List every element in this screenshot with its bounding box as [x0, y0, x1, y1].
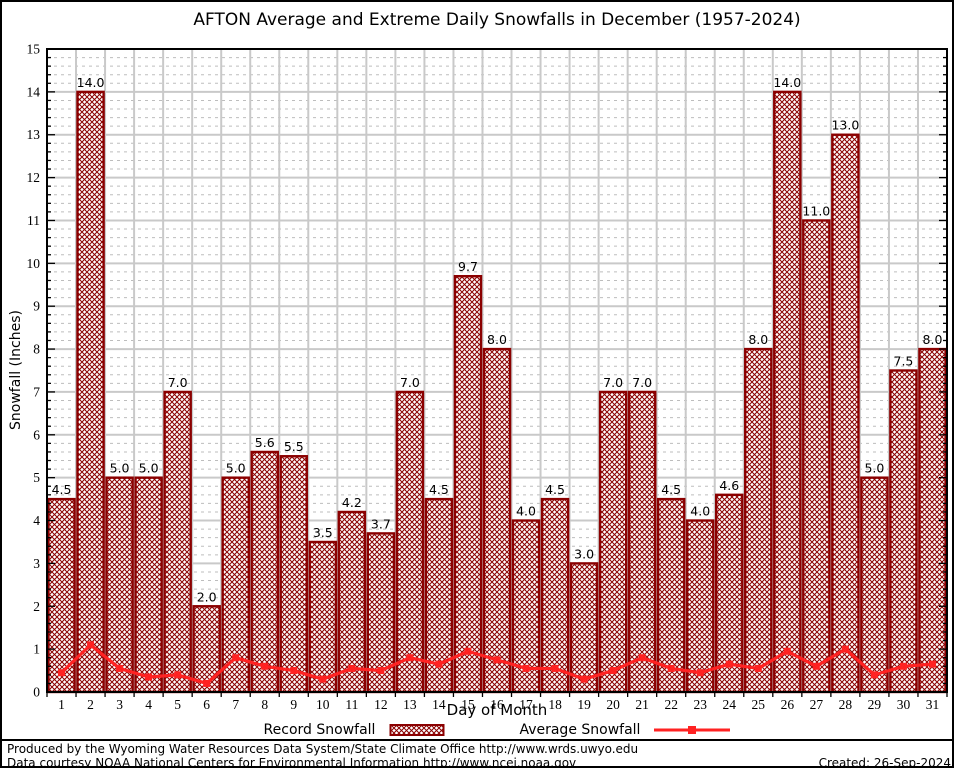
svg-text:29: 29: [868, 697, 882, 712]
svg-text:7.0: 7.0: [632, 375, 652, 390]
svg-text:4.6: 4.6: [719, 478, 739, 493]
svg-text:9.7: 9.7: [458, 259, 478, 274]
svg-text:4.5: 4.5: [52, 482, 72, 497]
svg-text:13: 13: [403, 697, 417, 712]
svg-text:3: 3: [116, 697, 123, 712]
svg-text:1: 1: [58, 697, 65, 712]
chart-legend: Record Snowfall Average Snowfall: [47, 722, 947, 738]
svg-text:4.0: 4.0: [690, 504, 710, 519]
svg-text:4.2: 4.2: [342, 495, 362, 510]
svg-text:7.0: 7.0: [168, 375, 188, 390]
svg-text:11.0: 11.0: [802, 203, 830, 218]
svg-text:2.0: 2.0: [197, 589, 217, 604]
svg-text:0: 0: [33, 685, 40, 700]
svg-text:7: 7: [232, 697, 239, 712]
svg-text:7.0: 7.0: [400, 375, 420, 390]
svg-text:9: 9: [33, 299, 40, 314]
svg-text:14.0: 14.0: [773, 75, 801, 90]
svg-text:3: 3: [33, 556, 40, 571]
svg-text:2: 2: [87, 697, 94, 712]
svg-text:4: 4: [145, 697, 152, 712]
svg-text:2: 2: [33, 599, 40, 614]
svg-text:5.0: 5.0: [226, 461, 246, 476]
svg-text:14.0: 14.0: [77, 75, 105, 90]
svg-text:5.0: 5.0: [139, 461, 159, 476]
svg-text:13: 13: [27, 127, 41, 142]
svg-text:16: 16: [490, 697, 504, 712]
svg-text:9: 9: [290, 697, 297, 712]
svg-text:4.5: 4.5: [429, 482, 449, 497]
svg-text:28: 28: [839, 697, 853, 712]
svg-text:31: 31: [926, 697, 940, 712]
svg-text:18: 18: [548, 697, 562, 712]
svg-text:7: 7: [33, 384, 40, 399]
svg-text:12: 12: [27, 170, 41, 185]
svg-text:4.0: 4.0: [516, 504, 536, 519]
svg-text:7.5: 7.5: [894, 354, 914, 369]
legend-record-label: Record Snowfall: [263, 722, 376, 738]
svg-text:14: 14: [432, 697, 446, 712]
svg-text:3.7: 3.7: [371, 516, 391, 531]
svg-text:10: 10: [27, 256, 41, 271]
footer-created-date: Created: 26-Sep-2024: [818, 756, 951, 768]
svg-text:5.0: 5.0: [864, 461, 884, 476]
svg-text:10: 10: [316, 697, 330, 712]
svg-text:27: 27: [810, 697, 824, 712]
svg-text:26: 26: [781, 697, 795, 712]
svg-text:12: 12: [374, 697, 388, 712]
svg-text:23: 23: [693, 697, 707, 712]
svg-text:24: 24: [723, 697, 737, 712]
svg-text:5.6: 5.6: [255, 435, 275, 450]
svg-text:5: 5: [33, 470, 40, 485]
average-snowfall-line-icon: [654, 726, 731, 734]
svg-text:6: 6: [203, 697, 210, 712]
svg-text:4.5: 4.5: [661, 482, 681, 497]
svg-text:5: 5: [174, 697, 181, 712]
svg-text:5.0: 5.0: [110, 461, 130, 476]
svg-text:4.5: 4.5: [545, 482, 565, 497]
svg-text:8.0: 8.0: [748, 332, 768, 347]
svg-text:6: 6: [33, 427, 40, 442]
svg-text:19: 19: [577, 697, 591, 712]
x-axis-title: Day of Month: [446, 701, 548, 719]
svg-text:8.0: 8.0: [923, 332, 943, 347]
footer-row: Data courtesy NOAA National Centers for …: [7, 756, 951, 768]
footer-divider: [2, 739, 952, 741]
svg-text:22: 22: [664, 697, 678, 712]
svg-text:15: 15: [27, 42, 41, 57]
y-axis-title: Snowfall (Inches): [8, 310, 24, 430]
svg-text:7.0: 7.0: [603, 375, 623, 390]
chart-title: AFTON Average and Extreme Daily Snowfall…: [193, 10, 801, 30]
svg-text:3.0: 3.0: [574, 546, 594, 561]
svg-text:8: 8: [33, 342, 40, 357]
svg-text:30: 30: [897, 697, 911, 712]
svg-text:8.0: 8.0: [487, 332, 507, 347]
svg-text:25: 25: [752, 697, 766, 712]
legend-average-label: Average Snowfall: [519, 722, 641, 738]
svg-text:11: 11: [345, 697, 358, 712]
footer-produced-by: Produced by the Wyoming Water Resources …: [7, 742, 639, 756]
svg-text:21: 21: [635, 697, 649, 712]
footer-data-courtesy: Data courtesy NOAA National Centers for …: [7, 756, 577, 768]
svg-text:17: 17: [519, 697, 533, 712]
svg-text:3.5: 3.5: [313, 525, 333, 540]
svg-text:5.5: 5.5: [284, 439, 304, 454]
svg-text:1: 1: [33, 642, 40, 657]
svg-text:14: 14: [27, 84, 41, 99]
svg-text:4: 4: [33, 513, 40, 528]
svg-text:8: 8: [261, 697, 268, 712]
svg-text:11: 11: [27, 213, 40, 228]
svg-text:15: 15: [461, 697, 475, 712]
svg-text:13.0: 13.0: [831, 118, 859, 133]
svg-text:20: 20: [606, 697, 620, 712]
record-snowfall-swatch-icon: [389, 724, 445, 736]
